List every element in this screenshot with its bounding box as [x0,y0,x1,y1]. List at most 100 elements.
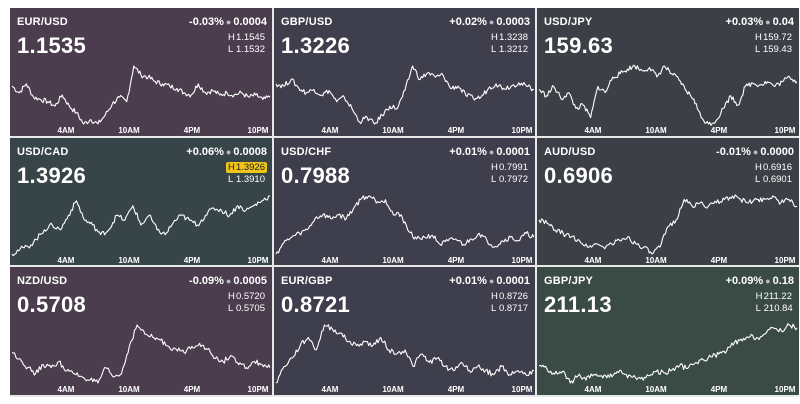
high-low: H0.5720 L 0.5705 [228,291,267,315]
time-axis-label: 10AM [645,256,667,265]
high-row: H1.1545 [228,32,267,44]
high-value-badge: H159.72 [753,32,794,43]
pair-name: USD/JPY [544,16,593,28]
separator-dot: ● [225,17,232,27]
low-row: L 1.3212 [491,44,530,56]
ticker-tile-eur-usd[interactable]: 4AM 10AM 4PM 10PM EUR/USD -0.03% ● 0.0004 1.1535… [10,8,272,136]
current-price: 1.3226 [281,33,351,58]
price-line [538,64,798,126]
low-key: L [490,303,497,314]
high-value: 0.5720 [235,291,265,302]
ticker-tile-usd-chf[interactable]: 4AM 10AM 4PM 10PM USD/CHF +0.01% ● 0.0001 0.7988… [274,138,535,265]
low-value: 1.3212 [498,44,528,55]
high-key: H [227,291,235,302]
price-line [11,195,271,257]
currency-grid: 4AM 10AM 4PM 10PM EUR/USD -0.03% ● 0.0004 1.1535… [10,8,799,397]
high-row: H1.3238 [491,32,530,44]
high-row: H211.22 [756,291,794,303]
high-value-badge: H211.22 [754,291,794,302]
separator-dot: ● [765,17,771,27]
time-axis-label: 4PM [711,385,728,394]
change-percent: -0.03% [189,16,224,28]
ticker-tile-nzd-usd[interactable]: 4AM 10AM 4PM 10PM NZD/USD -0.09% ● 0.0005 0.5708… [10,267,272,395]
change-readout: -0.09% ● 0.0005 [189,275,267,287]
low-key: L [755,303,761,314]
low-value: 159.43 [762,44,792,55]
price-line [275,65,535,125]
high-value: 1.3926 [235,162,265,173]
high-row: H1.3926 [225,162,267,174]
low-value: 0.5705 [235,303,265,314]
price-chart[interactable]: 4AM 10AM 4PM 10PM [537,267,799,395]
low-row: L 0.7972 [491,174,530,186]
change-absolute: 0.0004 [233,16,267,28]
time-axis-label: 10AM [645,126,667,135]
high-key: H [754,162,762,173]
time-axis-label: 4PM [711,256,728,265]
low-key: L [227,44,234,55]
time-axis-label: 4AM [58,126,75,135]
time-axis-label: 4AM [585,385,602,394]
change-readout: -0.03% ● 0.0004 [189,16,267,28]
high-row: H0.7991 [491,162,530,174]
high-value: 159.72 [762,32,792,43]
current-price: 159.63 [544,33,614,58]
low-value: 0.8717 [498,303,528,314]
ticker-tile-gbp-jpy[interactable]: 4AM 10AM 4PM 10PM GBP/JPY +0.09% ● 0.18 211.13 H2… [537,267,799,395]
low-key: L [754,174,761,185]
separator-dot: ● [225,147,232,157]
high-key: H [227,32,235,43]
time-axis-label: 4AM [585,126,602,135]
time-axis-label: 4PM [448,256,465,265]
low-key: L [227,303,234,314]
price-chart[interactable]: 4AM 10AM 4PM 10PM [274,138,535,265]
change-percent: +0.01% [449,146,487,158]
time-axis-label: 4PM [448,126,465,135]
time-axis-label: 10PM [248,256,269,265]
high-key: H [490,291,498,302]
price-chart[interactable]: 4AM 10AM 4PM 10PM [10,267,272,395]
price-chart[interactable]: 4AM 10AM 4PM 10PM [10,8,272,136]
time-axis-label: 4AM [322,126,339,135]
separator-dot: ● [488,17,495,27]
price-chart[interactable]: 4AM 10AM 4PM 10PM [274,8,535,136]
time-axis-label: 10PM [248,126,269,135]
price-chart[interactable]: 4AM 10AM 4PM 10PM [537,138,799,265]
ticker-tile-aud-usd[interactable]: 4AM 10AM 4PM 10PM AUD/USD -0.01% ● 0.0000 0.6906… [537,138,799,265]
pair-name: USD/CAD [17,146,69,158]
change-percent: -0.09% [189,275,224,287]
change-percent: +0.02% [449,16,487,28]
time-axis-label: 4AM [322,256,339,265]
price-line [11,65,271,125]
high-low: H0.6916 L 0.6901 [755,162,794,186]
change-readout: +0.01% ● 0.0001 [449,146,530,158]
high-value-badge: H0.8726 [489,291,530,302]
pair-name: USD/CHF [281,146,332,158]
time-axis-label: 4PM [184,385,201,394]
current-price: 211.13 [544,292,612,317]
change-readout: +0.01% ● 0.0001 [449,275,530,287]
price-chart[interactable]: 4AM 10AM 4PM 10PM [537,8,799,136]
price-chart[interactable]: 4AM 10AM 4PM 10PM [10,138,272,265]
change-percent: -0.01% [716,146,751,158]
high-row: H159.72 [755,32,794,44]
high-value-badge: H1.3238 [489,32,530,43]
high-value: 211.22 [763,291,792,302]
pair-name: NZD/USD [17,275,68,287]
high-key: H [227,162,235,173]
separator-dot: ● [488,276,495,286]
low-key: L [227,174,234,185]
current-price: 1.1535 [17,33,87,58]
change-percent: +0.06% [186,146,224,158]
separator-dot: ● [752,147,759,157]
ticker-tile-usd-cad[interactable]: 4AM 10AM 4PM 10PM USD/CAD +0.06% ● 0.0008 1.3926… [10,138,272,265]
time-axis-label: 4AM [585,256,602,265]
high-key: H [490,162,498,173]
ticker-tile-eur-gbp[interactable]: 4AM 10AM 4PM 10PM EUR/GBP +0.01% ● 0.0001 0.8721… [274,267,535,395]
ticker-tile-usd-jpy[interactable]: 4AM 10AM 4PM 10PM USD/JPY +0.03% ● 0.04 159.63 H1… [537,8,799,136]
change-readout: -0.01% ● 0.0000 [716,146,794,158]
change-absolute: 0.0001 [496,275,530,287]
price-chart[interactable]: 4AM 10AM 4PM 10PM [274,267,535,395]
time-axis-label: 10AM [118,385,140,394]
ticker-tile-gbp-usd[interactable]: 4AM 10AM 4PM 10PM GBP/USD +0.02% ● 0.0003 1.3226… [274,8,535,136]
